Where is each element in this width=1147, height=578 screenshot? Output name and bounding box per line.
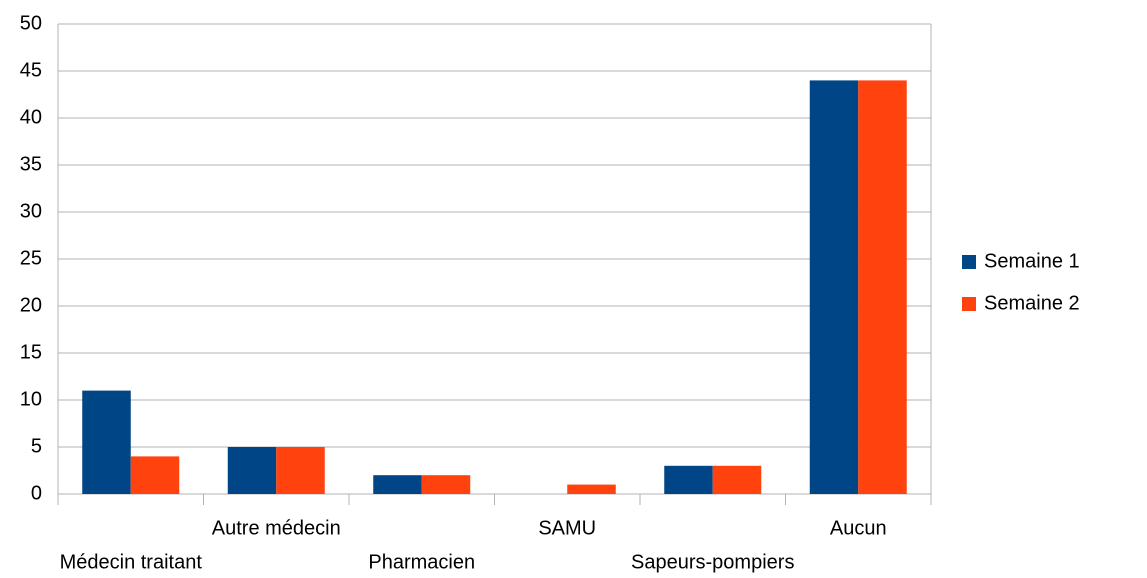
- legend-swatch: [962, 297, 976, 311]
- x-tick-label: Médecin traitant: [60, 551, 203, 573]
- bar: [227, 447, 277, 494]
- y-tick-label: 20: [20, 294, 42, 316]
- y-tick-label: 25: [20, 247, 42, 269]
- y-tick-label: 0: [31, 482, 42, 504]
- bar: [664, 465, 713, 494]
- bar: [82, 390, 131, 494]
- x-tick-label: Autre médecin: [212, 517, 341, 539]
- legend-label: Semaine 2: [984, 292, 1080, 314]
- bar: [421, 475, 471, 494]
- x-tick-label: Sapeurs-pompiers: [631, 551, 794, 573]
- legend-swatch: [962, 255, 976, 269]
- bar: [567, 484, 616, 494]
- bar: [276, 447, 325, 494]
- x-tick-label: SAMU: [538, 517, 596, 539]
- y-tick-label: 5: [31, 435, 42, 457]
- y-tick-label: 45: [20, 59, 42, 81]
- y-tick-label: 40: [20, 106, 42, 128]
- x-tick-label: Aucun: [830, 517, 887, 539]
- x-tick-label: Pharmacien: [368, 551, 475, 573]
- bar: [373, 475, 422, 494]
- y-tick-label: 15: [20, 341, 42, 363]
- y-tick-label: 30: [20, 200, 42, 222]
- bar: [858, 80, 907, 495]
- bar: [130, 456, 180, 494]
- bar: [712, 465, 762, 494]
- y-tick-label: 10: [20, 388, 42, 410]
- legend-label: Semaine 1: [984, 250, 1080, 272]
- y-tick-label: 50: [20, 12, 42, 34]
- y-tick-label: 35: [20, 153, 42, 175]
- bar: [809, 80, 859, 495]
